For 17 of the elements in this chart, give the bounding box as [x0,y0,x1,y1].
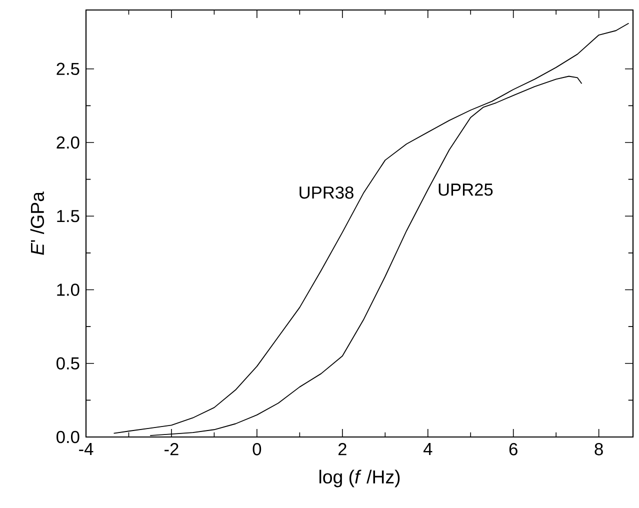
x-tick-label: 0 [252,443,262,456]
x-axis-title: log (f /Hz) [320,470,400,488]
x-tick-label: 2 [338,443,346,456]
y-tick-label: 2.5 [56,62,80,76]
y-tick-label: 2.0 [56,136,80,149]
y-tick-label: 0.0 [56,430,80,444]
x-tick-label: -4 [79,443,94,455]
series-label: UPR25 [438,183,493,196]
series-label: UPR38 [300,186,354,199]
y-tick-label: 0.5 [56,357,80,370]
y-tick-label: 1.5 [57,210,80,222]
x-tick-label: -2 [164,443,178,456]
x-tick-label: 8 [594,443,603,456]
y-tick-label: 1.0 [57,284,80,296]
x-tick-label: 6 [509,443,518,456]
x-tick-label: 4 [423,443,432,455]
y-axis-title: E' /GPa [30,192,44,255]
